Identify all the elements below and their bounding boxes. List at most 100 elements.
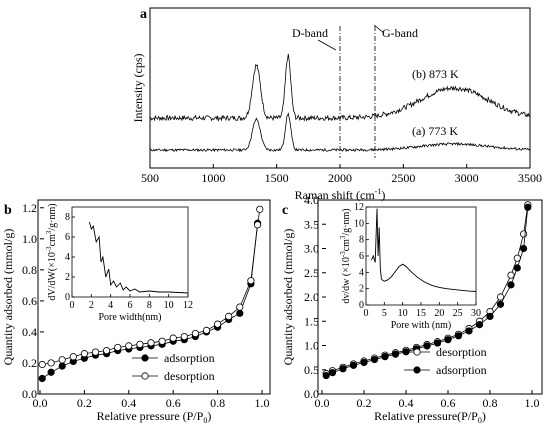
panel-c-inset-y-tick-label: 10: [354, 218, 364, 229]
chart1-y-tick-label: 1.2: [22, 201, 37, 215]
panel-b-desorption-point: [236, 303, 244, 311]
panel-c-inset-x-tick-label: 30: [471, 308, 481, 319]
panel-b-adsorption-point: [47, 368, 55, 376]
chart2-y-tick-label: 1.5: [304, 314, 319, 328]
panel-b-desorption-point: [114, 343, 122, 352]
chart2-y-tick-label: 2.0: [304, 290, 319, 304]
panel-a-x-tick-label: 1000: [201, 171, 225, 185]
panel-c-adsorption-point: [322, 371, 330, 380]
panel-c-inset-x-tick-label: 15: [416, 308, 426, 319]
panel-b-desorption-point: [256, 205, 264, 213]
panel-b-desorption-point: [225, 312, 233, 320]
panel-c-inset-x-tick-label: 0: [364, 308, 369, 319]
panel-b-desorption-point: [247, 277, 255, 285]
series-b-873k-spectrum: [149, 53, 531, 122]
panel-c-adsorption-point: [524, 203, 532, 211]
panel-c-adsorption-point: [519, 244, 528, 253]
series-a-773k-spectrum: [149, 112, 531, 153]
panel-b-axes: 0.0 0.2 0.4 0.6 0.8 1.0 0.0 0.2 0.4 0.6 0.8 1.0 1.2: [22, 201, 270, 410]
panel-c-axes: 0.0 0.2 0.4 0.6 0.8 1.0 0.0 0.5 1.0 1.5 2.0 2.5 3.0 3…: [304, 193, 540, 410]
panel-c-desorption-point: [519, 230, 528, 238]
panel-b-legend: adsorption desorption: [132, 351, 215, 383]
panel-a-x-axis-label: Raman shift (cm-1): [295, 187, 386, 202]
panel-b-desorption-point: [80, 350, 89, 358]
panel-b-inset-y-axis-label: dV/dW(×10-3cm3/g·nm): [45, 203, 58, 300]
panel-b-desorption-point: [47, 359, 55, 367]
panel-c-inset-x-tick-label: 5: [382, 308, 387, 319]
panel-c-adsorption-point: [475, 321, 484, 329]
chart2-y-tick-label: 3.5: [304, 217, 319, 231]
panel-b-inset-y-tick-label: 0: [65, 292, 70, 303]
chart2-y-tick-label: 3.0: [304, 242, 319, 256]
panel-c-adsorption-point: [486, 312, 494, 320]
panel-b-inset-y-tick-label: 4: [65, 252, 70, 263]
panel-c-adsorption-point: [423, 342, 431, 350]
panel-b-legend-marker: [141, 354, 149, 362]
panel-a-x-tick-label: 500: [141, 171, 159, 185]
panel-a-x-tick-label: 2500: [391, 171, 415, 185]
panel-c-inset-x-tick-label: 20: [434, 308, 444, 319]
panel-c-series: [322, 201, 532, 380]
chart2-x-tick-label: 1.0: [525, 396, 540, 410]
panel-b-x-axis-label: Relative pressure (P/P0): [97, 409, 212, 425]
g-band-annotation: G-band: [382, 26, 418, 40]
panel-c-inset-y-tick-label: 6: [359, 251, 364, 262]
panel-c-adsorption-point: [513, 264, 521, 272]
panel-b-desorption-point: [103, 346, 111, 355]
panel-c-adsorption-point: [328, 369, 337, 377]
panel-c-adsorption-line: [326, 207, 529, 376]
panel-b-inset-x-tick-label: 4: [108, 300, 113, 311]
panel-a-x-tick-label: 3000: [455, 171, 479, 185]
panel-b-adsorption-point: [236, 309, 244, 317]
panel-c-adsorption-point: [433, 339, 442, 347]
chart1-x-tick-label: 0.6: [166, 396, 181, 410]
chart1-y-tick-label: 0.8: [22, 263, 37, 277]
chart2-x-tick-label: 0.6: [441, 396, 456, 410]
chart1-y-tick-label: 0.0: [22, 387, 37, 401]
chart2-x-tick-label: 0.2: [357, 396, 372, 410]
chart2-x-tick-label: 0.4: [399, 396, 414, 410]
panel-b-desorption-point: [58, 356, 66, 364]
panel-b-desorption-point: [202, 326, 211, 334]
panel-b-desorption-point: [214, 320, 222, 328]
chart2-y-tick-label: 2.5: [304, 266, 319, 280]
series-a-773k-label: (a) 773 K: [412, 124, 458, 138]
panel-b-label: b: [4, 203, 12, 218]
panel-b-inset-x-tick-label: 8: [147, 300, 152, 311]
chart1-x-tick-label: 1.0: [255, 396, 270, 410]
panel-c-inset-y-tick-label: 8: [359, 235, 364, 246]
panel-c-inset-pore-distribution-line: [371, 208, 477, 292]
panel-c-inset-y-tick-label: 12: [354, 202, 364, 213]
panel-b-adsorption-point: [58, 362, 66, 370]
panel-b-frame: [37, 199, 271, 395]
panel-b-desorption-line: [42, 209, 261, 365]
panel-c-legend-marker: [413, 348, 421, 356]
panel-c-legend-desorption: desorption: [436, 345, 487, 359]
panel-c-adsorption-point: [454, 332, 463, 340]
panel-b-legend-marker: [141, 372, 149, 380]
chart1-y-tick-label: 0.6: [22, 294, 37, 308]
panel-c-y-axis-label: Quantity adsorbed (mmol/g): [281, 229, 295, 366]
panel-b-adsorption-point: [38, 374, 46, 383]
chart1-x-tick-label: 0.8: [210, 396, 225, 410]
chart1-x-tick-label: 0.0: [33, 396, 48, 410]
panel-c-desorption-point: [507, 271, 515, 279]
panel-b-series: [38, 205, 264, 383]
panel-c-inset-frame: [365, 206, 477, 306]
panel-b-inset-x-axis-label: Pore width(nm): [98, 312, 161, 323]
panel-b-desorption-point: [158, 337, 166, 345]
panel-b-inset-pore-distribution-line: [88, 221, 189, 294]
panel-c-inset-x-tick-label: 25: [453, 308, 463, 319]
chart1-x-tick-label: 0.4: [121, 396, 136, 410]
panel-c: c 0.0 0.2 0.4 0.6 0.8 1.0 0.0 0.5 1.0 1.5 2.0 2.5 3.…: [281, 193, 543, 425]
panel-c-adsorption-point: [465, 327, 473, 335]
panel-b-desorption-point: [169, 334, 177, 342]
chart1-y-tick-label: 1.0: [22, 232, 37, 246]
panel-c-adsorption-point: [349, 361, 358, 369]
panel-c-adsorption-point: [496, 300, 505, 308]
panel-c-adsorption-point: [391, 350, 400, 358]
panel-b-desorption-point: [125, 342, 133, 350]
panel-a-label: a: [140, 7, 147, 22]
panel-c-desorption-line: [326, 204, 529, 374]
